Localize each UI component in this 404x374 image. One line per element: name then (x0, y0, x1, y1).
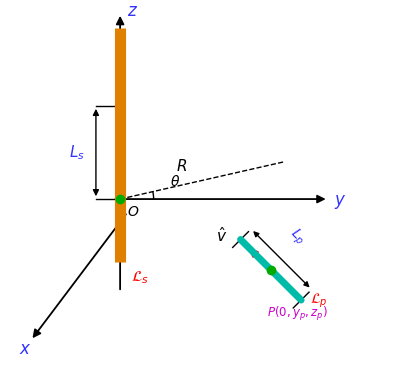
Text: $\hat{v}$: $\hat{v}$ (215, 227, 227, 245)
Text: $\mathcal{L}_p$: $\mathcal{L}_p$ (310, 292, 328, 310)
Text: $L_p$: $L_p$ (285, 224, 309, 248)
Text: $L_s$: $L_s$ (69, 143, 85, 162)
Text: $R$: $R$ (176, 158, 187, 174)
Text: x: x (20, 340, 29, 358)
Text: $\mathcal{L}_s$: $\mathcal{L}_s$ (131, 269, 149, 286)
Text: $O$: $O$ (127, 205, 139, 219)
Text: $P(0,y_p,z_p)$: $P(0,y_p,z_p)$ (267, 305, 328, 323)
Text: $\theta$: $\theta$ (170, 174, 181, 189)
Text: y: y (334, 191, 344, 209)
Text: z: z (127, 2, 136, 20)
